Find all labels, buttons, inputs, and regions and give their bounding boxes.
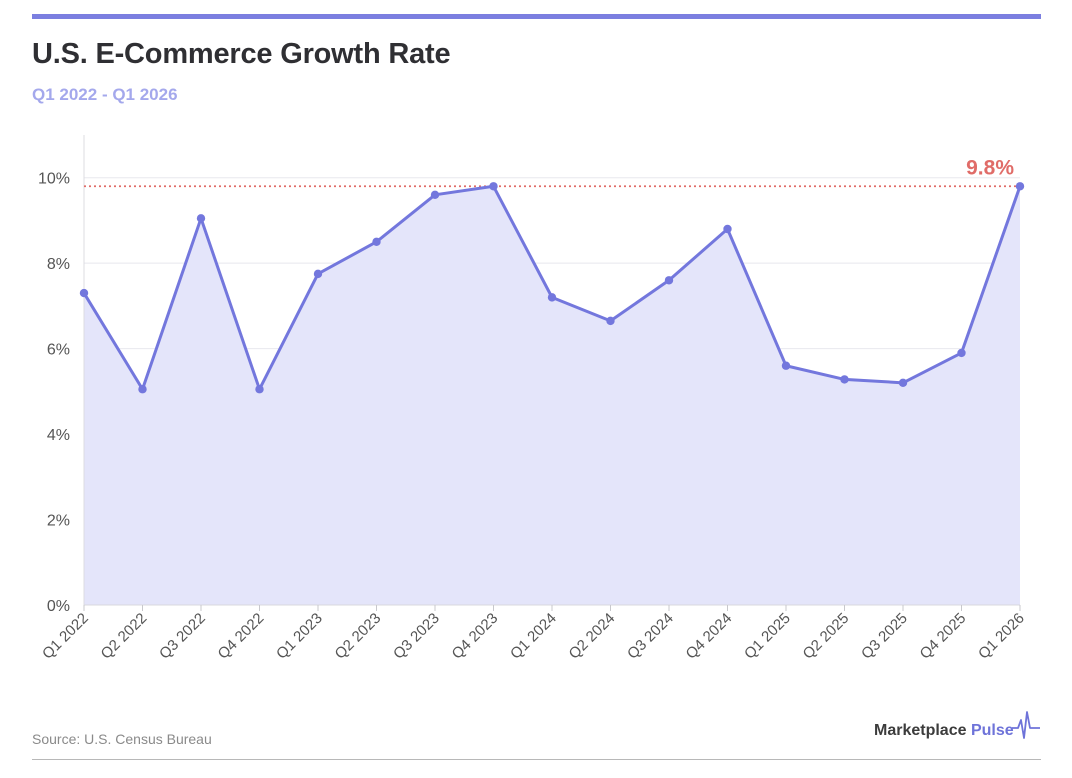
data-point bbox=[313, 269, 323, 279]
chart-subtitle: Q1 2022 - Q1 2026 bbox=[32, 85, 178, 104]
top-accent-bar bbox=[32, 14, 1041, 19]
reference-label: 9.8% bbox=[966, 156, 1014, 179]
data-point bbox=[372, 237, 381, 247]
footer-divider bbox=[32, 759, 1041, 760]
x-tick-label: Q1 2025 bbox=[741, 610, 794, 663]
chart-title: U.S. E-Commerce Growth Rate bbox=[32, 38, 451, 70]
source-note: Source: U.S. Census Bureau bbox=[32, 731, 212, 747]
y-tick-label: 0% bbox=[47, 598, 70, 615]
x-tick-label: Q4 2025 bbox=[917, 610, 970, 663]
pulse-icon bbox=[1012, 711, 1040, 739]
area-fill bbox=[84, 186, 1020, 606]
data-point bbox=[840, 375, 849, 384]
x-tick-label: Q2 2025 bbox=[800, 610, 853, 663]
x-tick-label: Q1 2026 bbox=[975, 610, 1028, 663]
x-tick-label: Q3 2024 bbox=[624, 610, 677, 663]
x-tick-label: Q4 2022 bbox=[215, 610, 268, 663]
data-point bbox=[489, 182, 498, 191]
data-point bbox=[138, 385, 147, 394]
y-tick-label: 8% bbox=[47, 256, 70, 273]
y-tick-label: 6% bbox=[47, 342, 70, 359]
x-tick-label: Q2 2024 bbox=[566, 610, 619, 663]
data-point bbox=[957, 348, 966, 358]
data-point bbox=[606, 316, 615, 326]
brand-name-part2: Pulse bbox=[970, 722, 1014, 739]
y-tick-label: 4% bbox=[47, 427, 70, 444]
x-tick-label: Q3 2025 bbox=[858, 610, 911, 663]
data-point bbox=[723, 224, 732, 234]
y-tick-label: 10% bbox=[38, 171, 70, 188]
x-tick-label: Q1 2024 bbox=[507, 610, 560, 663]
data-point bbox=[1015, 182, 1025, 191]
x-tick-label: Q1 2022 bbox=[39, 610, 92, 663]
x-tick-label: Q2 2022 bbox=[98, 610, 151, 663]
x-tick-label: Q4 2024 bbox=[683, 610, 736, 663]
x-tick-label: Q3 2022 bbox=[156, 610, 209, 663]
data-point bbox=[79, 288, 89, 298]
x-tick-label: Q2 2023 bbox=[332, 610, 385, 663]
data-point bbox=[255, 385, 264, 394]
x-tick-label: Q4 2023 bbox=[449, 610, 502, 663]
data-point bbox=[898, 378, 908, 388]
data-point bbox=[196, 214, 206, 223]
y-tick-label: 2% bbox=[47, 513, 70, 530]
data-point bbox=[547, 293, 557, 302]
x-tick-label: Q1 2023 bbox=[273, 610, 326, 663]
data-point bbox=[430, 190, 440, 200]
data-point bbox=[781, 361, 791, 370]
brand-name-part1: Marketplace bbox=[874, 722, 967, 739]
brand-logo: Marketplace Pulse bbox=[874, 722, 1014, 740]
x-tick-label: Q3 2023 bbox=[390, 610, 443, 663]
data-point bbox=[664, 276, 674, 285]
